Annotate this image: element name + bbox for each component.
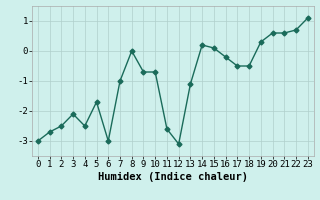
- X-axis label: Humidex (Indice chaleur): Humidex (Indice chaleur): [98, 172, 248, 182]
